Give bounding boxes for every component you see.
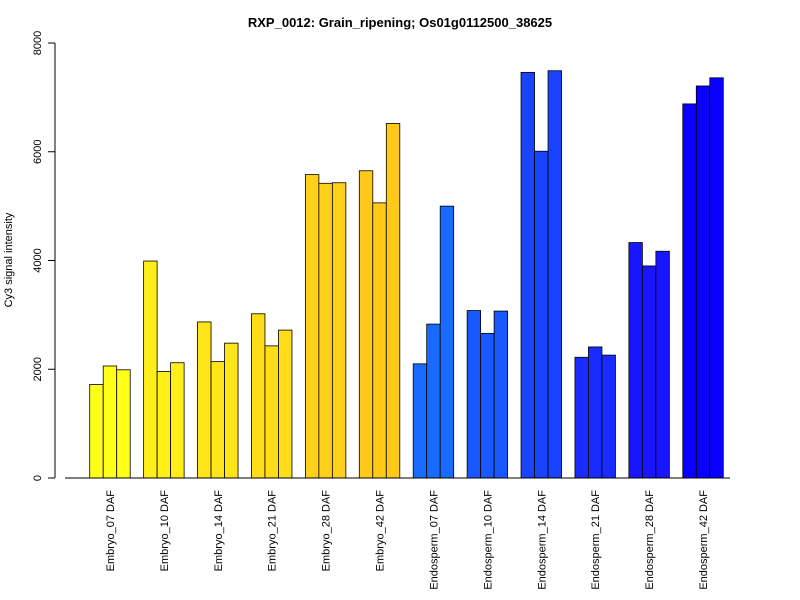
bar — [251, 313, 266, 479]
bar — [709, 77, 724, 479]
bar — [641, 265, 657, 479]
bar — [318, 182, 333, 479]
x-tick-label: Endosperm_42 DAF — [698, 490, 710, 590]
x-tick-label: Embryo_14 DAF — [213, 490, 225, 572]
x-axis: Embryo_07 DAF Embryo_10 DAF Embryo_14 DAF E… — [65, 477, 730, 590]
bar — [331, 182, 347, 479]
chart-title: RXP_0012: Grain_ripening; Os01g0112500_3… — [248, 15, 552, 30]
y-tick-label: 6000 — [32, 140, 44, 164]
x-tick-label: Embryo_28 DAF — [321, 490, 333, 572]
bar — [520, 71, 535, 479]
bar — [170, 362, 185, 479]
bar — [102, 365, 118, 479]
bar — [116, 369, 131, 479]
y-axis: 0 2000 4000 6000 8000 — [32, 31, 56, 481]
bar — [264, 345, 279, 479]
bar — [466, 310, 482, 479]
bar — [574, 356, 589, 479]
bar — [89, 384, 104, 479]
x-tick-label: Embryo_07 DAF — [105, 490, 117, 572]
bar — [682, 103, 697, 479]
bar — [143, 260, 158, 479]
bar — [547, 70, 562, 479]
bar — [439, 205, 455, 479]
x-tick-label: Endosperm_14 DAF — [536, 490, 548, 590]
bars-group — [89, 70, 724, 479]
bar — [480, 332, 495, 479]
bar — [385, 123, 401, 479]
bar — [358, 170, 374, 479]
bar — [278, 329, 293, 479]
y-axis-label: Cy3 signal intensity — [3, 212, 15, 307]
y-tick-label: 0 — [32, 475, 44, 481]
bar — [197, 321, 212, 479]
bar — [224, 342, 239, 479]
x-tick-label: Embryo_42 DAF — [375, 490, 387, 572]
bar — [655, 250, 670, 479]
bar — [588, 346, 603, 479]
bar — [493, 310, 509, 479]
bar — [372, 202, 387, 479]
bar — [426, 323, 441, 479]
bar — [304, 174, 320, 479]
bar — [210, 361, 225, 479]
x-tick-label: Endosperm_28 DAF — [644, 490, 656, 590]
bar — [601, 354, 616, 479]
y-tick-label: 8000 — [32, 31, 44, 55]
x-tick-label: Embryo_10 DAF — [159, 490, 171, 572]
bar — [156, 371, 172, 479]
y-tick-label: 4000 — [32, 248, 44, 272]
y-tick-label: 2000 — [32, 357, 44, 381]
x-tick-label: Endosperm_07 DAF — [428, 490, 440, 590]
x-tick-label: Embryo_21 DAF — [267, 490, 279, 572]
x-tick-label: Endosperm_10 DAF — [482, 490, 494, 590]
bar — [412, 363, 428, 479]
bar — [534, 150, 549, 479]
x-tick-label: Endosperm_21 DAF — [590, 490, 602, 590]
bar — [695, 85, 711, 479]
bar — [628, 242, 643, 479]
